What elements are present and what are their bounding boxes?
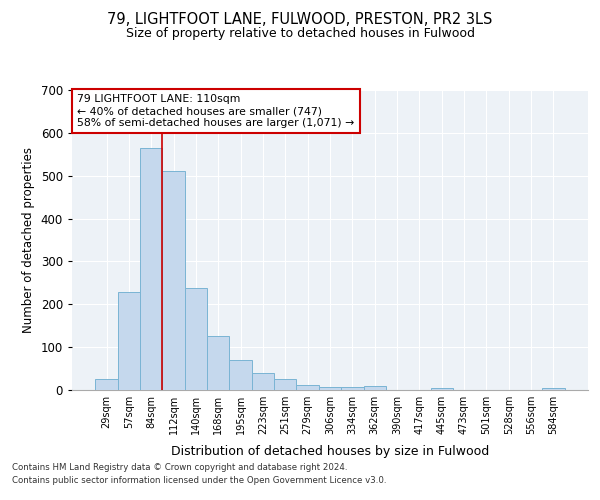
Bar bbox=[163, 172, 185, 390]
Text: 79, LIGHTFOOT LANE, FULWOOD, PRESTON, PR2 3LS: 79, LIGHTFOOT LANE, FULWOOD, PRESTON, PR… bbox=[107, 12, 493, 28]
Bar bbox=[542, 388, 565, 390]
Bar bbox=[341, 386, 364, 390]
Bar bbox=[296, 385, 319, 390]
X-axis label: Distribution of detached houses by size in Fulwood: Distribution of detached houses by size … bbox=[171, 446, 489, 458]
Bar bbox=[95, 380, 118, 390]
Bar bbox=[431, 388, 453, 390]
Bar bbox=[364, 386, 386, 390]
Text: Contains HM Land Registry data © Crown copyright and database right 2024.: Contains HM Land Registry data © Crown c… bbox=[12, 464, 347, 472]
Bar bbox=[207, 336, 229, 390]
Bar bbox=[229, 360, 252, 390]
Text: Size of property relative to detached houses in Fulwood: Size of property relative to detached ho… bbox=[125, 28, 475, 40]
Bar bbox=[140, 148, 163, 390]
Text: 79 LIGHTFOOT LANE: 110sqm
← 40% of detached houses are smaller (747)
58% of semi: 79 LIGHTFOOT LANE: 110sqm ← 40% of detac… bbox=[77, 94, 355, 128]
Y-axis label: Number of detached properties: Number of detached properties bbox=[22, 147, 35, 333]
Bar bbox=[319, 386, 341, 390]
Text: Contains public sector information licensed under the Open Government Licence v3: Contains public sector information licen… bbox=[12, 476, 386, 485]
Bar bbox=[252, 373, 274, 390]
Bar bbox=[185, 288, 207, 390]
Bar bbox=[274, 380, 296, 390]
Bar bbox=[118, 292, 140, 390]
